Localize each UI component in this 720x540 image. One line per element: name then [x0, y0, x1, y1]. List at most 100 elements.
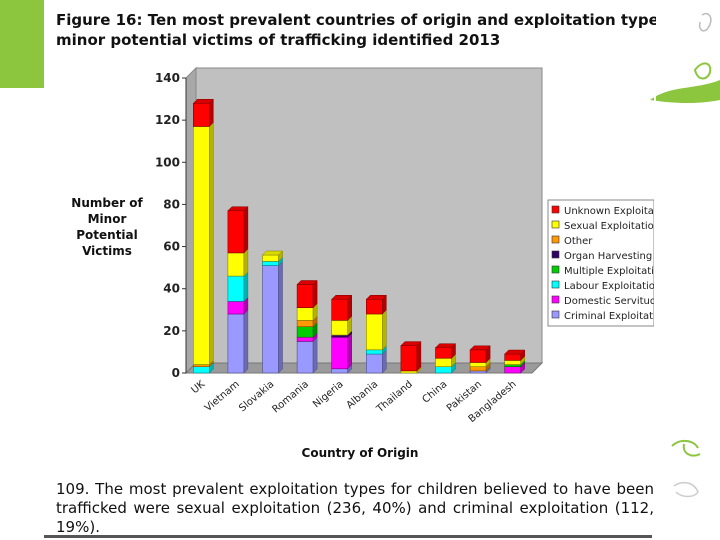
bottom-rule — [44, 535, 652, 538]
legend-clip — [654, 62, 656, 474]
bar-segment — [504, 364, 522, 367]
legend-label: Multiple Exploitation — [564, 266, 656, 277]
bar-top — [296, 280, 318, 285]
bar-segment — [296, 326, 314, 338]
bar-segment — [331, 336, 349, 370]
y-tick-label: 60 — [163, 240, 180, 254]
bar-segment — [331, 368, 349, 374]
bar-segment — [365, 313, 383, 351]
legend-swatch — [551, 310, 560, 319]
bar-segment — [262, 261, 279, 266]
legend-label: Labour Exploitation — [564, 281, 656, 292]
bar-top — [227, 206, 249, 211]
stacked-bar-chart: 0 20 40 60 80 100 120 140 Number of Minor Potentia… — [71, 62, 656, 474]
bar-segment — [435, 357, 452, 367]
bar-segment — [435, 366, 452, 374]
bar-segment — [193, 102, 210, 127]
y-axis-label: Victims — [82, 244, 132, 258]
swoosh-decoration — [650, 13, 720, 104]
bar-segment — [365, 353, 383, 374]
legend-box — [547, 199, 655, 327]
bar-segment — [400, 345, 418, 372]
bar-segment — [504, 353, 522, 361]
bar-segment — [331, 320, 349, 336]
figure-title-line-1: : Ten most prevalent countries of origin… — [136, 11, 656, 29]
x-tick-label: UK — [190, 379, 208, 397]
bar-segment — [504, 360, 522, 365]
bar-top — [261, 250, 284, 256]
y-tick-label: 100 — [155, 155, 180, 169]
bar-segment — [227, 275, 245, 302]
bar-top — [504, 349, 526, 355]
bar-segment — [365, 298, 383, 315]
y-tick-label: 0 — [172, 366, 180, 380]
x-tick-label: Romania — [270, 379, 311, 416]
bar-segment-side — [243, 271, 249, 302]
bar-segment — [262, 265, 279, 374]
y-tick-label: 40 — [163, 282, 180, 296]
legend-swatch — [551, 280, 560, 289]
bar-segment — [469, 366, 487, 372]
legend-swatch — [551, 220, 560, 229]
bar-top — [331, 295, 353, 300]
bar-segment-side — [243, 309, 249, 374]
y-axis-label: Number of — [71, 196, 143, 210]
bar-segment — [193, 364, 210, 367]
bar-top — [400, 341, 422, 346]
bar-segment-side — [347, 332, 352, 370]
bar-segment-side — [312, 336, 318, 374]
figure-title: Figure 16: Ten most prevalent countries … — [56, 10, 656, 50]
legend-label: Domestic Servitude — [564, 296, 656, 307]
x-tick-label: Vietnam — [203, 379, 242, 414]
bar-top — [365, 295, 387, 300]
legend-label: Other — [564, 236, 593, 247]
y-tick-label: 20 — [163, 324, 180, 338]
x-tick-label: China — [420, 379, 449, 406]
bar-top — [434, 343, 457, 348]
legend-swatch — [551, 205, 560, 214]
bar-segment — [469, 349, 487, 363]
bar-segment — [504, 366, 522, 374]
y-tick-label: 120 — [155, 113, 180, 127]
bar-segment — [193, 366, 210, 374]
bar-segment-side — [243, 248, 249, 277]
x-tick-label: Thailand — [374, 379, 415, 416]
bar-segment — [469, 370, 487, 374]
bar-segment — [296, 341, 314, 374]
x-tick-label: Slovakia — [237, 379, 276, 414]
legend-swatch — [551, 265, 560, 274]
logo-icon — [671, 440, 701, 498]
bar-segment — [435, 347, 452, 359]
green-corner-decoration — [0, 0, 44, 88]
bar-segment — [227, 210, 245, 254]
y-axis-label: Potential — [76, 228, 138, 242]
bar-segment-side — [347, 294, 352, 321]
legend-swatch — [551, 235, 560, 244]
bar-segment-side — [243, 206, 249, 254]
bar-segment-side — [416, 341, 422, 372]
bar-segment — [296, 307, 314, 321]
legend-label: Sexual Exploitation — [564, 221, 656, 232]
y-axis-label: Minor — [88, 212, 127, 226]
figure-title-line-2: minor potential victims of trafficking i… — [56, 31, 501, 49]
bar-top — [192, 99, 214, 104]
y-tick-label: 140 — [155, 71, 180, 85]
bar-segment-side — [312, 279, 318, 309]
bar-segment — [296, 320, 314, 327]
legend-label: Criminal Exploitation — [564, 311, 656, 322]
bar-segment — [296, 336, 314, 342]
bar-segment — [227, 252, 245, 277]
y-tick-label: 80 — [163, 197, 180, 211]
figure-number: Figure 16 — [56, 11, 137, 29]
bar-segment — [227, 301, 245, 315]
x-axis-label: Country of Origin — [302, 446, 419, 460]
bar-segment-side — [278, 260, 283, 374]
paragraph-109: 109. The most prevalent exploitation typ… — [56, 480, 654, 536]
bar-top — [469, 345, 491, 351]
bar-segment — [365, 349, 383, 355]
legend-swatch — [551, 295, 560, 304]
x-tick-label: Nigeria — [311, 379, 345, 410]
bar-segment — [193, 126, 210, 365]
legend-label: Organ Harvesting — [564, 251, 652, 262]
bar-segment-side — [209, 121, 214, 366]
